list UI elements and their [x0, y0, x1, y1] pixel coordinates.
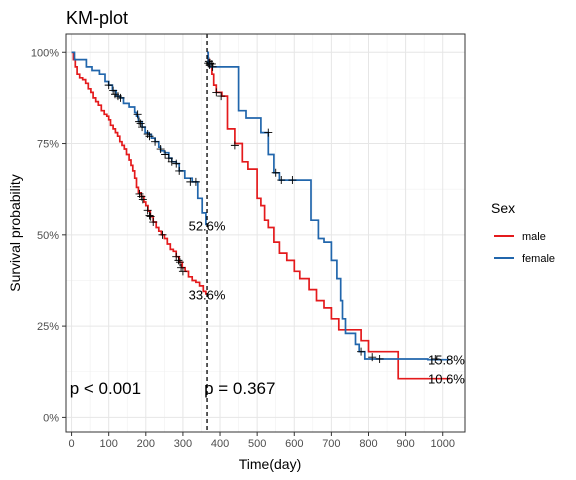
annotation-label: 15.8% [428, 353, 465, 368]
annotation-label: p = 0.367 [204, 379, 275, 398]
x-tick-label: 700 [322, 438, 340, 450]
censor-mark [138, 195, 147, 204]
censor-mark [149, 218, 158, 227]
annotation-label: 52.6% [189, 218, 226, 233]
x-tick-label: 400 [211, 438, 229, 450]
x-tick-label: 0 [69, 438, 75, 450]
censor-mark [172, 159, 181, 168]
y-tick-label: 50% [37, 230, 59, 242]
series-line-female-post-landmark [207, 51, 451, 361]
x-axis-title: Time(day) [239, 456, 302, 472]
censor-mark [158, 230, 167, 239]
x-tick-label: 900 [396, 438, 414, 450]
y-tick-label: 100% [31, 47, 59, 59]
x-tick-label: 500 [248, 438, 266, 450]
x-tick-label: 100 [100, 438, 118, 450]
censor-mark [212, 88, 221, 97]
x-tick-label: 800 [359, 438, 377, 450]
censor-mark [145, 211, 154, 220]
annotation-label: 33.6% [189, 288, 226, 303]
censor-mark [143, 206, 152, 215]
censor-mark [135, 117, 144, 126]
chart-title: KM-plot [66, 8, 128, 28]
legend-label-female: female [522, 253, 555, 265]
censor-mark [178, 267, 187, 276]
censor-mark [368, 353, 377, 362]
y-tick-label: 0% [43, 412, 59, 424]
censor-mark [175, 258, 184, 267]
censor-mark [167, 157, 176, 166]
censor-mark [174, 256, 183, 265]
censor-mark [271, 168, 280, 177]
censor-mark [208, 62, 217, 71]
censor-mark [146, 212, 155, 221]
legend: Sex male female [491, 200, 555, 265]
censor-mark [191, 177, 200, 186]
censor-mark [375, 354, 384, 363]
censor-mark [143, 130, 152, 139]
censor-mark [277, 176, 286, 185]
censor-mark [264, 128, 273, 137]
legend-label-male: male [522, 231, 546, 243]
y-tick-label: 75% [37, 139, 59, 151]
annotation-label: p < 0.001 [70, 379, 141, 398]
legend-title: Sex [491, 200, 515, 216]
censor-mark [116, 93, 125, 102]
censor-mark [104, 81, 113, 90]
censor-mark [136, 119, 145, 128]
panel-border [65, 33, 466, 433]
censor-mark [175, 166, 184, 175]
series-line-male-post-landmark [207, 51, 451, 380]
x-tick-label: 600 [285, 438, 303, 450]
censor-mark [177, 263, 186, 272]
x-tick-label: 300 [174, 438, 192, 450]
plot-panel: 0 100 200 300 400 500 600 700 800 900 1000 0% 25% 50%… [31, 33, 466, 450]
censor-mark [217, 92, 226, 101]
censor-mark [109, 86, 118, 95]
censor-mark [431, 354, 440, 363]
annotation-label: 10.6% [428, 372, 465, 387]
censor-mark [161, 150, 170, 159]
censor-mark [145, 132, 154, 141]
x-tick-label: 200 [137, 438, 155, 450]
censor-mark [133, 110, 142, 119]
censor-mark [151, 137, 160, 146]
censor-mark [288, 176, 297, 185]
censor-mark [138, 123, 147, 132]
censor-mark [357, 347, 366, 356]
y-tick-label: 25% [37, 321, 59, 333]
x-tick-label: 1000 [430, 438, 454, 450]
censor-mark [230, 141, 239, 150]
y-axis-title: Survival probability [7, 174, 23, 292]
censor-mark [204, 59, 213, 68]
censor-mark [156, 145, 165, 154]
